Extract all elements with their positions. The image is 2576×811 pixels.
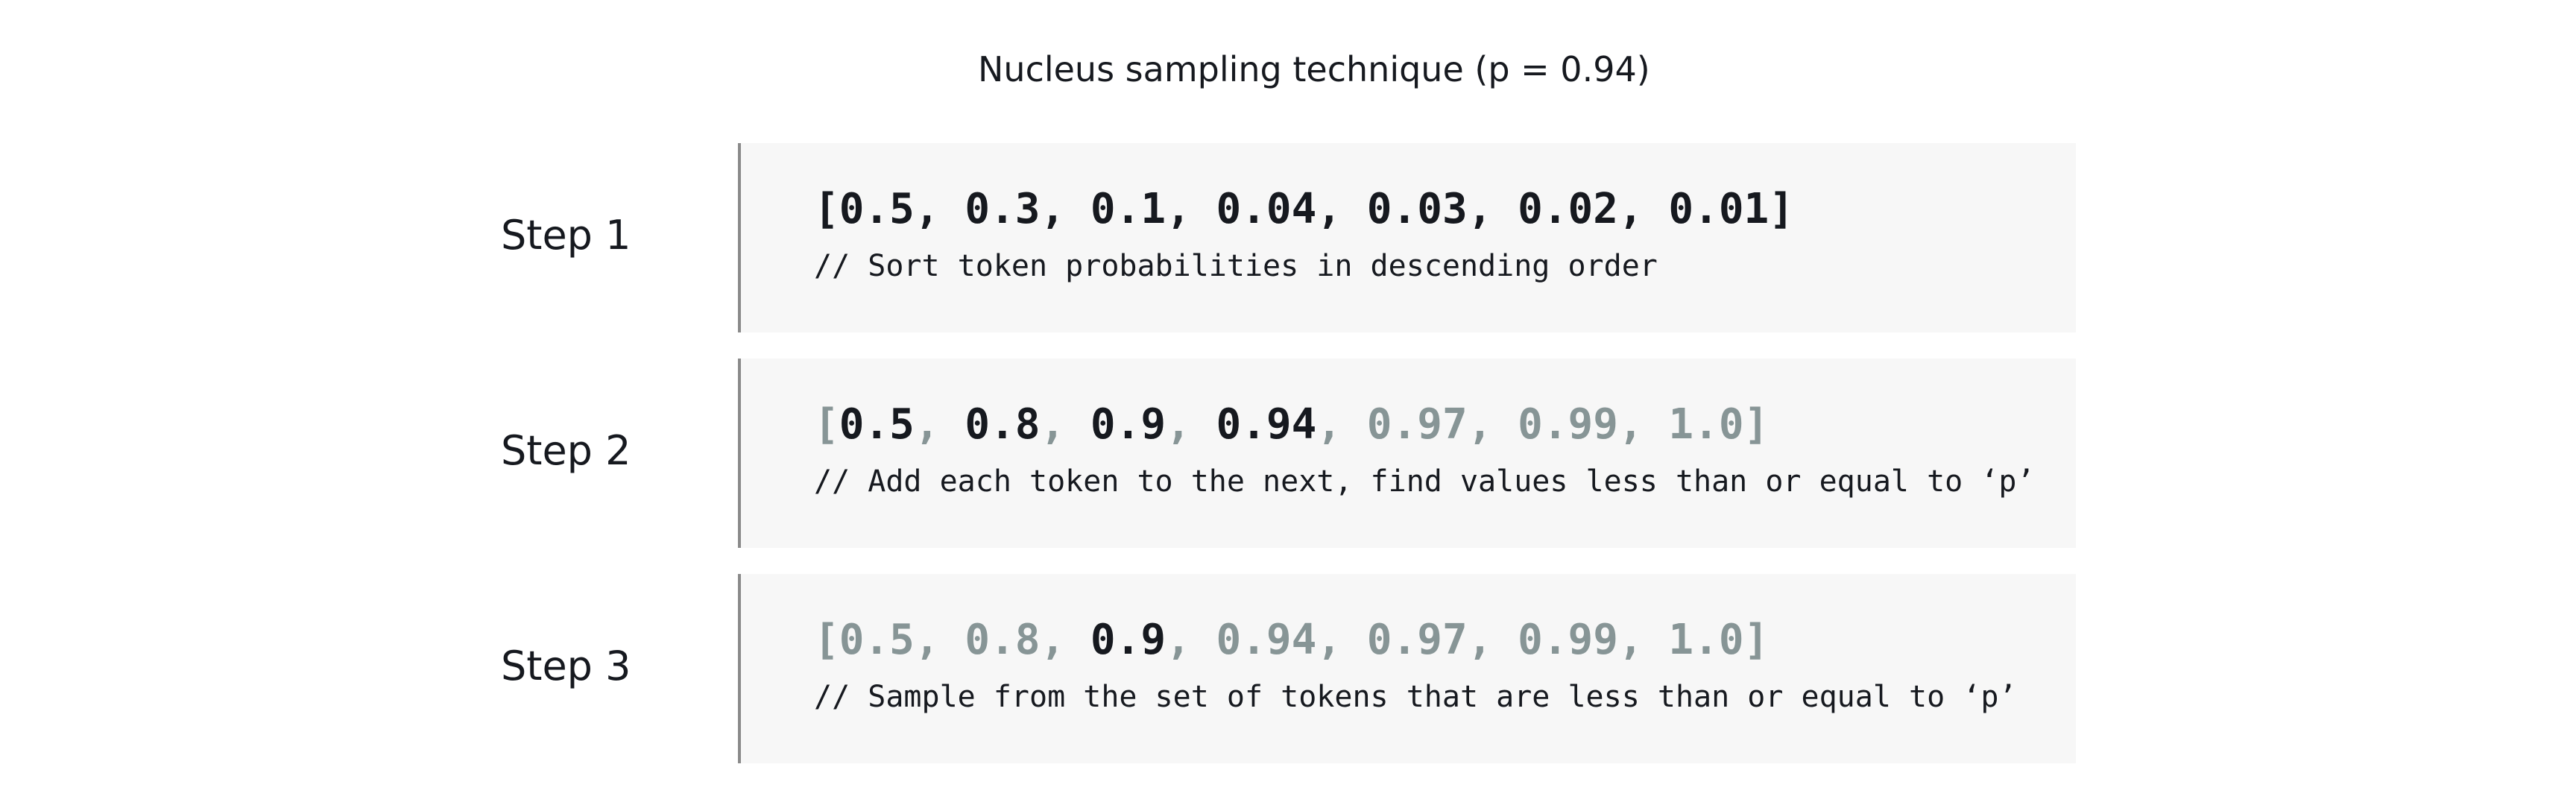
separator: , — [1316, 400, 1367, 449]
separator: , — [1166, 185, 1216, 233]
separator: , — [914, 616, 965, 664]
separator: , — [1467, 400, 1518, 449]
close-bracket: ] — [1769, 185, 1794, 233]
step-box: [0.5, 0.8, 0.9, 0.94, 0.97, 0.99, 1.0] /… — [738, 359, 2076, 548]
probability-value: 0.9 — [1090, 400, 1167, 449]
probability-value: 0.9 — [1090, 616, 1167, 664]
separator: , — [1040, 400, 1090, 449]
close-bracket: ] — [1743, 616, 1770, 664]
separator: , — [914, 185, 965, 233]
separator: , — [1467, 616, 1518, 664]
close-bracket: ] — [1743, 400, 1770, 449]
step-label: Step 1 — [501, 212, 631, 259]
probability-value: 0.5 — [839, 616, 915, 664]
separator: , — [1617, 185, 1669, 233]
separator: , — [1617, 400, 1669, 449]
probability-value: 0.02 — [1518, 185, 1618, 233]
open-bracket: [ — [814, 185, 839, 233]
probability-value: 0.5 — [839, 185, 915, 233]
probability-value: 0.94 — [1216, 616, 1317, 664]
probability-value: 0.8 — [965, 616, 1041, 664]
step-box: [0.5, 0.3, 0.1, 0.04, 0.03, 0.02, 0.01] … — [738, 143, 2076, 332]
probability-array: [0.5, 0.8, 0.9, 0.94, 0.97, 0.99, 1.0] — [814, 400, 1769, 449]
step-comment: // Sort token probabilities in descendin… — [814, 249, 1658, 283]
step-label: Step 3 — [501, 643, 631, 689]
probability-value: 0.03 — [1366, 185, 1468, 233]
probability-array: [0.5, 0.3, 0.1, 0.04, 0.03, 0.02, 0.01] — [814, 185, 1794, 233]
separator: , — [1617, 616, 1669, 664]
probability-value: 0.94 — [1216, 400, 1317, 449]
step-comment: // Add each token to the next, find valu… — [814, 464, 2035, 499]
separator: , — [1467, 185, 1518, 233]
probability-value: 0.04 — [1216, 185, 1317, 233]
probability-value: 0.97 — [1366, 400, 1468, 449]
step-label: Step 2 — [501, 427, 631, 474]
step-box: [0.5, 0.8, 0.9, 0.94, 0.97, 0.99, 1.0] /… — [738, 574, 2076, 763]
diagram-title: Nucleus sampling technique (p = 0.94) — [978, 49, 1650, 89]
probability-array: [0.5, 0.8, 0.9, 0.94, 0.97, 0.99, 1.0] — [814, 616, 1769, 664]
probability-value: 0.97 — [1366, 616, 1468, 664]
probability-value: 0.99 — [1518, 616, 1618, 664]
separator: , — [1316, 616, 1367, 664]
separator: , — [1166, 400, 1216, 449]
separator: , — [1316, 185, 1367, 233]
separator: , — [1166, 616, 1216, 664]
probability-value: 0.01 — [1668, 185, 1770, 233]
step-comment: // Sample from the set of tokens that ar… — [814, 680, 2017, 714]
separator: , — [1040, 616, 1090, 664]
probability-value: 0.99 — [1518, 400, 1618, 449]
probability-value: 1.0 — [1668, 616, 1744, 664]
probability-value: 0.5 — [839, 400, 915, 449]
probability-value: 0.8 — [965, 400, 1041, 449]
probability-value: 1.0 — [1668, 400, 1744, 449]
separator: , — [914, 400, 965, 449]
separator: , — [1040, 185, 1090, 233]
open-bracket: [ — [814, 616, 839, 664]
open-bracket: [ — [814, 400, 839, 449]
probability-value: 0.3 — [965, 185, 1041, 233]
probability-value: 0.1 — [1090, 185, 1167, 233]
